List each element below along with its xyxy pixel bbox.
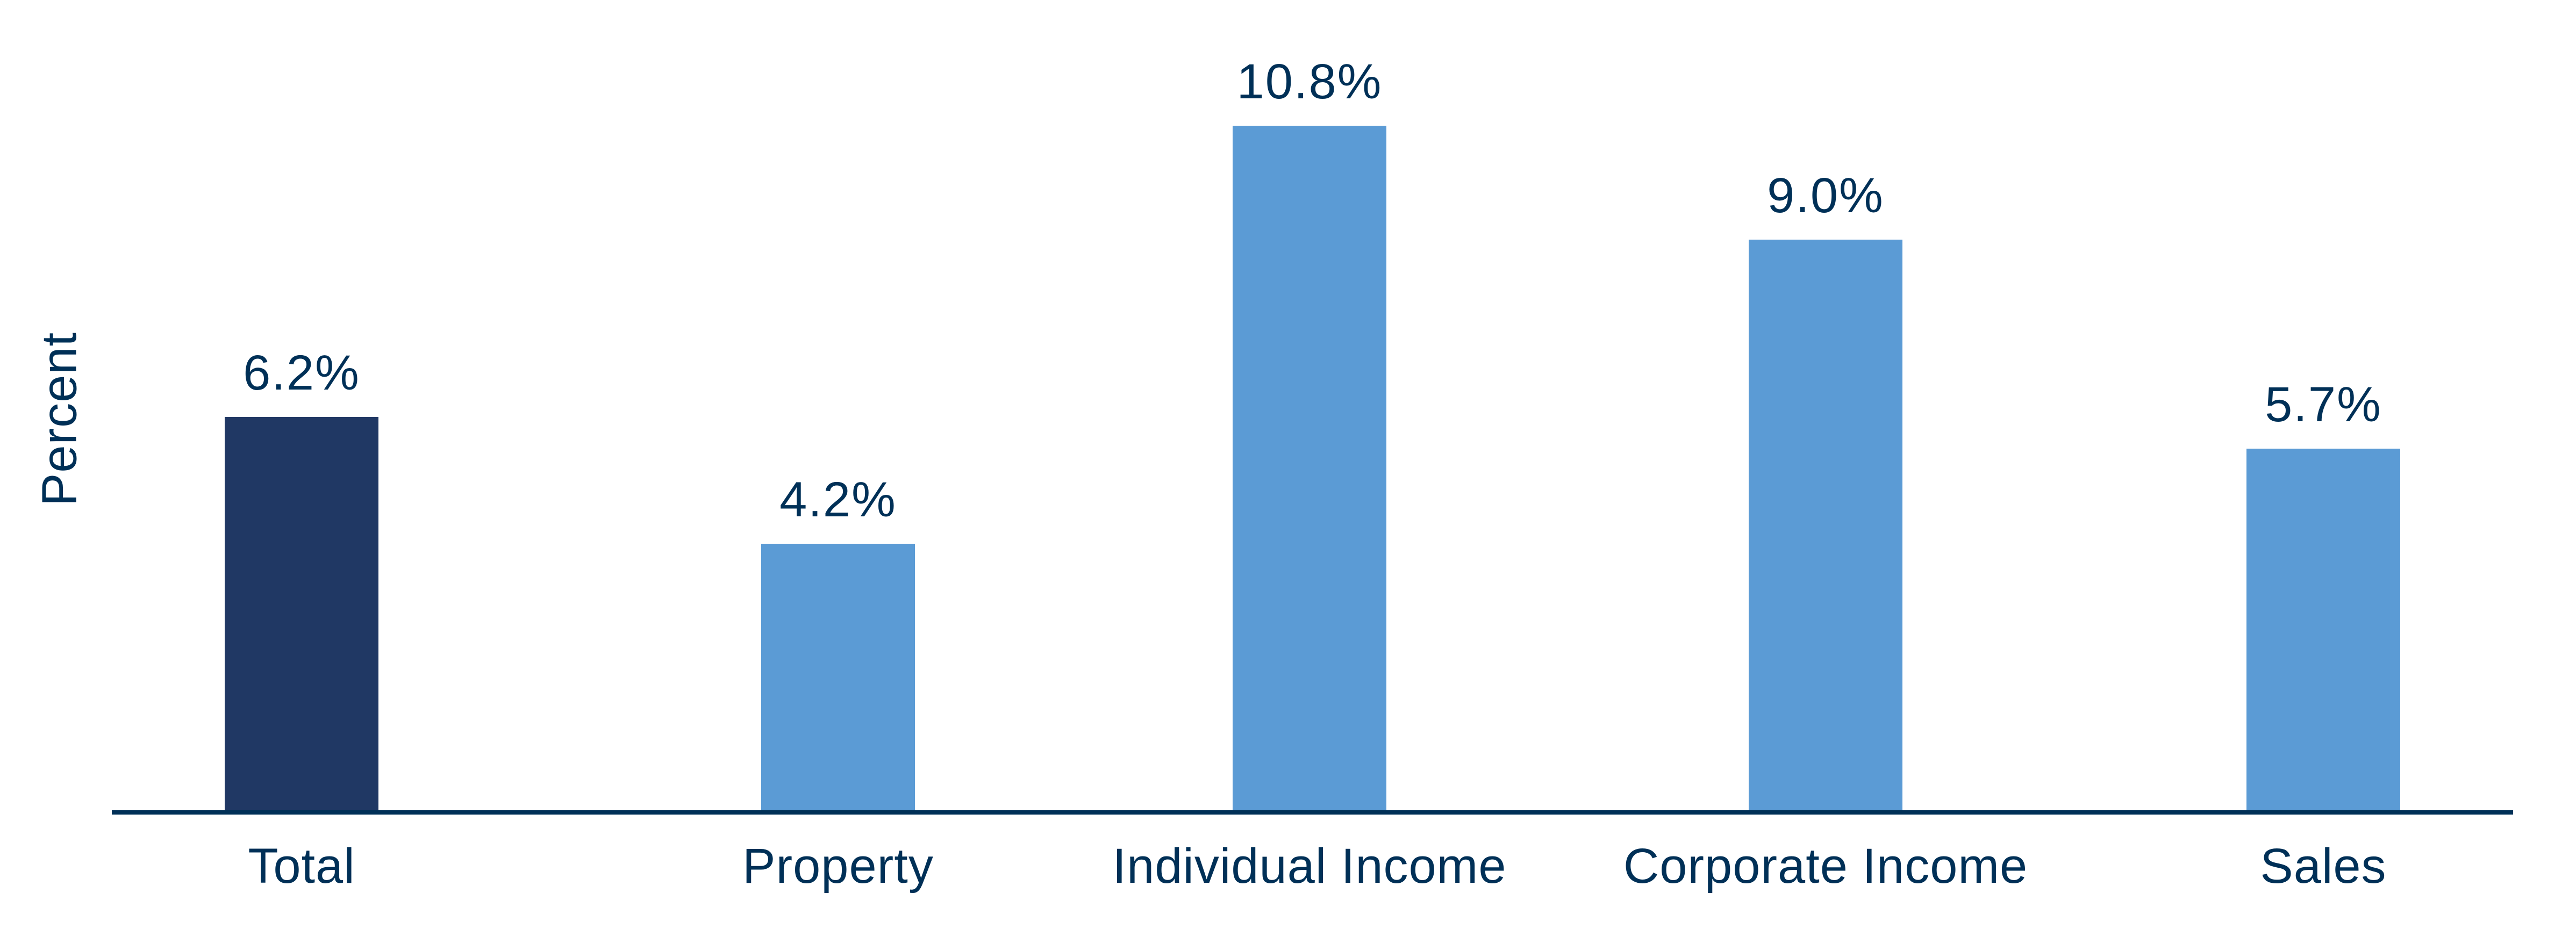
x-axis-line: [112, 810, 2513, 815]
value-label-corporate-income: 9.0%: [1767, 168, 1884, 223]
category-label-corporate-income: Corporate Income: [1623, 839, 2028, 894]
category-label-property: Property: [742, 839, 934, 894]
bar-total: [225, 417, 378, 810]
value-label-sales: 5.7%: [2265, 377, 2382, 432]
y-axis-label: Percent: [32, 332, 87, 507]
bar-property: [761, 544, 915, 810]
category-label-individual-income: Individual Income: [1112, 839, 1507, 894]
category-label-total: Total: [248, 839, 355, 894]
category-label-sales: Sales: [2260, 839, 2387, 894]
value-label-individual-income: 10.8%: [1236, 54, 1383, 109]
value-label-total: 6.2%: [243, 345, 360, 400]
bar-individual-income: [1233, 126, 1386, 810]
bar-corporate-income: [1749, 240, 1902, 810]
bar-sales: [2246, 449, 2400, 810]
value-label-property: 4.2%: [779, 472, 897, 527]
